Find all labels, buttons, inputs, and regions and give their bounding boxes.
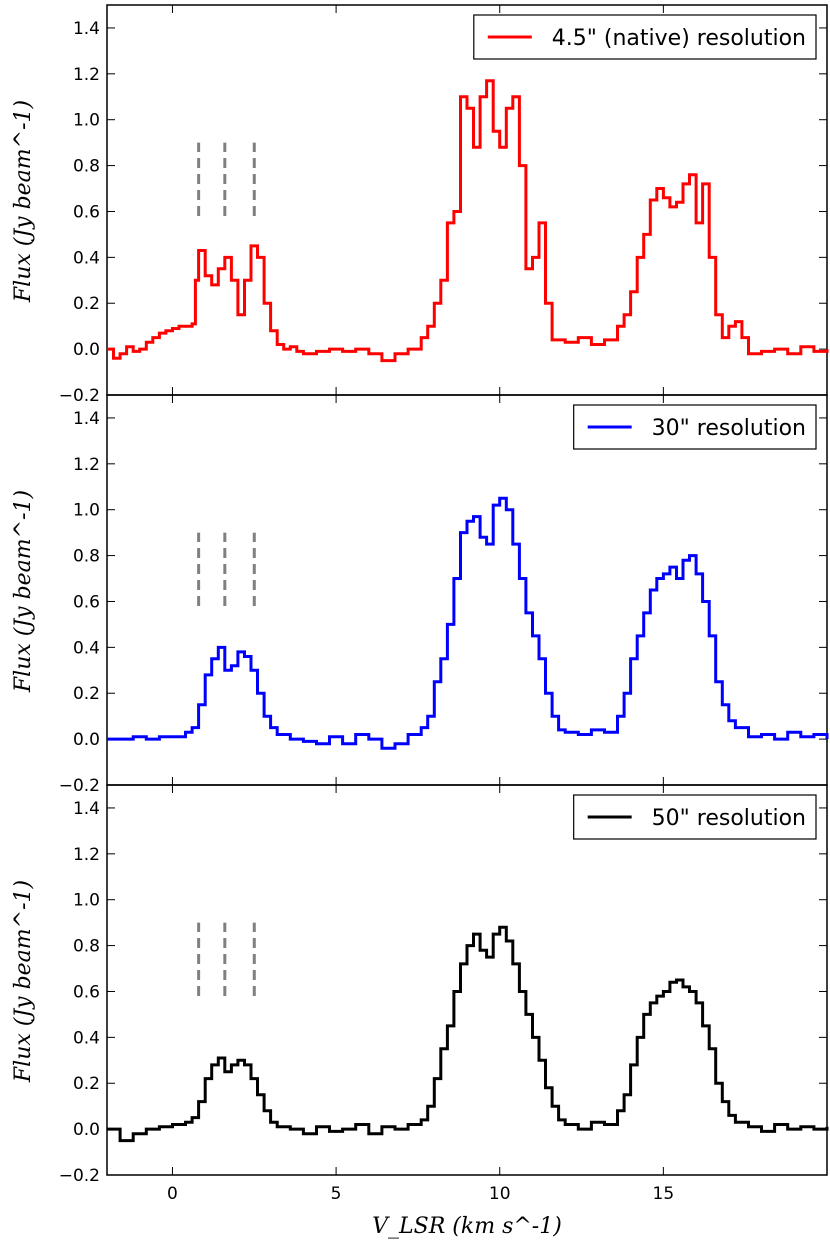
y-tick-label: 0.2 xyxy=(73,1074,100,1094)
y-tick-label: 0.8 xyxy=(73,937,100,957)
y-tick-label: 0.6 xyxy=(73,592,100,612)
x-tick-label: 5 xyxy=(331,1184,342,1204)
y-tick-label: 1.4 xyxy=(73,19,100,39)
legend: 50" resolution xyxy=(573,794,817,840)
legend-label: 4.5" (native) resolution xyxy=(552,26,806,51)
y-tick-label: 1.4 xyxy=(73,799,100,819)
legend-label: 50" resolution xyxy=(652,806,806,831)
legend: 30" resolution xyxy=(573,404,817,450)
legend: 4.5" (native) resolution xyxy=(473,14,817,60)
y-tick-label: 1.4 xyxy=(73,409,100,429)
panel-native-resolution: Flux (Jy beam^-1) 4.5" (native) resoluti… xyxy=(11,4,829,406)
series-line xyxy=(107,925,829,1143)
legend-label: 30" resolution xyxy=(652,416,806,441)
y-tick-label: 0.4 xyxy=(73,638,100,658)
y-axis-title: Flux (Jy beam^-1) xyxy=(11,880,36,1083)
x-tick-label: 10 xyxy=(489,1184,511,1204)
series-line xyxy=(107,79,829,363)
panel-30-resolution: Flux (Jy beam^-1) 30" resolution −0.2 0.0… xyxy=(11,394,829,796)
plot-frame xyxy=(106,784,828,1176)
y-tick-label: 0.2 xyxy=(73,684,100,704)
y-tick-label: 0.4 xyxy=(73,1028,100,1048)
series-line xyxy=(107,496,829,750)
y-tick-label: 0.0 xyxy=(73,340,100,360)
y-tick-label: 0.2 xyxy=(73,294,100,314)
y-tick-label: 0.6 xyxy=(73,982,100,1002)
y-tick-label: −0.2 xyxy=(59,1166,100,1186)
y-tick-label: 1.0 xyxy=(73,891,100,911)
plot-frame xyxy=(106,394,828,786)
x-axis-title: V_LSR (km s^-1) xyxy=(372,1214,562,1239)
y-tick-label: 1.0 xyxy=(73,111,100,131)
x-tick-label: 15 xyxy=(653,1184,675,1204)
y-tick-label: 0.4 xyxy=(73,248,100,268)
y-tick-label: −0.2 xyxy=(59,776,100,796)
y-tick-label: 0.0 xyxy=(73,730,100,750)
y-tick-label: 1.2 xyxy=(73,845,100,865)
panel-50-resolution: Flux (Jy beam^-1) 50" resolution −0.2 0.0… xyxy=(11,784,829,1186)
y-tick-label: 0.8 xyxy=(73,157,100,177)
y-tick-label: 0.0 xyxy=(73,1120,100,1140)
x-tick-label: 0 xyxy=(167,1184,178,1204)
y-axis-title: Flux (Jy beam^-1) xyxy=(11,490,36,693)
y-tick-label: 0.8 xyxy=(73,547,100,567)
y-tick-label: 1.0 xyxy=(73,501,100,521)
y-axis-title: Flux (Jy beam^-1) xyxy=(11,100,36,303)
y-tick-label: −0.2 xyxy=(59,386,100,406)
y-tick-label: 1.2 xyxy=(73,455,100,475)
y-tick-label: 0.6 xyxy=(73,202,100,222)
y-tick-label: 1.2 xyxy=(73,65,100,85)
plot-frame xyxy=(106,4,828,396)
